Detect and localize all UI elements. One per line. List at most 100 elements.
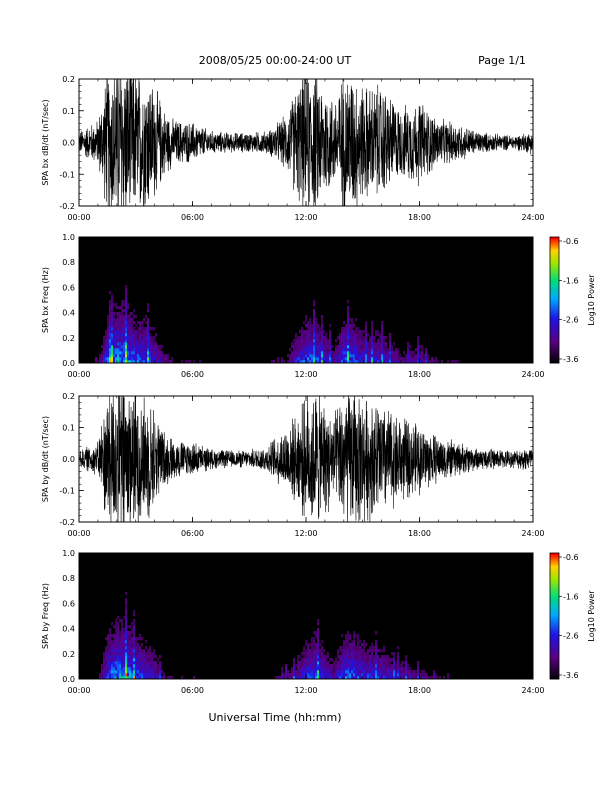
- spectrogram-cell: [127, 676, 130, 680]
- spectrogram-cell: [111, 643, 114, 647]
- spectrogram-cell: [137, 646, 140, 650]
- spectrogram-cell: [381, 351, 384, 355]
- spectrogram-cell: [131, 628, 134, 632]
- spectrogram-cell: [397, 357, 400, 361]
- spectrogram-cell: [391, 652, 394, 656]
- spectrogram-cell: [387, 676, 390, 680]
- spectrogram-cell: [379, 345, 382, 349]
- spectrogram-cell: [121, 312, 124, 316]
- spectrogram-cell: [121, 309, 124, 313]
- spectrogram-cell: [347, 339, 350, 343]
- spectrogram-cell: [407, 667, 410, 671]
- y-tick-label: 0.2: [62, 334, 75, 343]
- colorbar-swatch: [550, 237, 559, 240]
- x-tick-label: 06:00: [181, 370, 204, 379]
- spectrogram-cell: [121, 360, 124, 364]
- spectrogram-cell: [423, 670, 426, 674]
- spectrogram-cell: [349, 324, 352, 328]
- spectrogram-cell: [125, 345, 128, 349]
- spectrogram-cell: [111, 655, 114, 659]
- spectrogram-cell: [109, 324, 112, 328]
- spectrogram-cell: [117, 318, 120, 322]
- spectrogram-cell: [389, 676, 392, 680]
- spectrogram-cell: [359, 336, 362, 340]
- colorbar-swatch: [550, 637, 559, 640]
- spectrogram-cell: [109, 673, 112, 677]
- spectrogram-cell: [143, 360, 146, 364]
- spectrogram-cell: [153, 357, 156, 361]
- colorbar-swatch: [550, 321, 559, 324]
- spectrogram-cell: [327, 339, 330, 343]
- spectrogram-cell: [113, 339, 116, 343]
- spectrogram-cell: [199, 360, 202, 364]
- colorbar-swatch: [550, 262, 559, 265]
- spectrogram-cell: [347, 631, 350, 635]
- spectrogram-cell: [101, 670, 104, 674]
- colorbar-swatch: [550, 616, 559, 619]
- spectrogram-cell: [351, 348, 354, 352]
- spectrogram-cell: [129, 315, 132, 319]
- spectrogram-cell: [325, 348, 328, 352]
- spectrogram-cell: [111, 333, 114, 337]
- spectrogram-cell: [147, 336, 150, 340]
- spectrogram-cell: [121, 357, 124, 361]
- spectrogram-cell: [349, 357, 352, 361]
- spectrogram-cell: [299, 357, 302, 361]
- spectrogram-cell: [291, 351, 294, 355]
- spectrogram-cell: [381, 357, 384, 361]
- spectrogram-cell: [397, 673, 400, 677]
- spectrogram-cell: [375, 643, 378, 647]
- spectrogram-cell: [331, 667, 334, 671]
- y-tick-label: 0.8: [62, 574, 75, 583]
- spectrogram-cell: [131, 333, 134, 337]
- spectrogram-cell: [379, 661, 382, 665]
- spectrogram-cell: [113, 348, 116, 352]
- spectrogram-cell: [109, 321, 112, 325]
- spectrogram-cell: [125, 315, 128, 319]
- spectrogram-cell: [321, 327, 324, 331]
- spectrogram-cell: [397, 676, 400, 680]
- spectrogram-cell: [357, 649, 360, 653]
- spectrogram-cell: [297, 670, 300, 674]
- spectrogram-cell: [387, 354, 390, 358]
- spectrogram-cell: [143, 655, 146, 659]
- spectrogram-cell: [147, 658, 150, 662]
- spectrogram-cell: [119, 306, 122, 310]
- spectrogram-cell: [131, 324, 134, 328]
- spectrogram-cell: [369, 676, 372, 680]
- spectrogram-cell: [345, 324, 348, 328]
- spectrogram-cell: [107, 327, 110, 331]
- spectrogram-cell: [401, 673, 404, 677]
- spectrogram-cell: [319, 333, 322, 337]
- spectrogram-cell: [159, 348, 162, 352]
- spectrogram-cell: [117, 649, 120, 653]
- spectrogram-cell: [331, 664, 334, 668]
- spectrogram-cell: [351, 673, 354, 677]
- spectrogram-cell: [147, 318, 150, 322]
- spectrogram-cell: [131, 318, 134, 322]
- spectrogram-cell: [317, 333, 320, 337]
- spectrogram-cell: [369, 658, 372, 662]
- spectrogram-cell: [335, 667, 338, 671]
- spectrogram-cell: [409, 673, 412, 677]
- x-tick-label: 18:00: [408, 686, 431, 695]
- colorbar-swatch: [550, 287, 559, 290]
- spectrogram-cell: [117, 670, 120, 674]
- spectrogram-cell: [331, 673, 334, 677]
- spectrogram-cell: [365, 336, 368, 340]
- spectrogram-cell: [133, 613, 136, 617]
- spectrogram-cell: [109, 315, 112, 319]
- spectrogram-cell: [313, 667, 316, 671]
- spectrogram-cell: [297, 351, 300, 355]
- spectrogram-cell: [391, 348, 394, 352]
- spectrogram-cell: [133, 330, 136, 334]
- colorbar-swatch: [550, 639, 559, 642]
- spectrogram-cell: [379, 676, 382, 680]
- spectrogram-cell: [347, 309, 350, 313]
- spectrogram-cell: [345, 673, 348, 677]
- spectrogram-cell: [315, 661, 318, 665]
- spectrogram-cell: [123, 330, 126, 334]
- spectrogram-cell: [143, 357, 146, 361]
- spectrogram-cell: [159, 357, 162, 361]
- spectrogram-cell: [119, 637, 122, 641]
